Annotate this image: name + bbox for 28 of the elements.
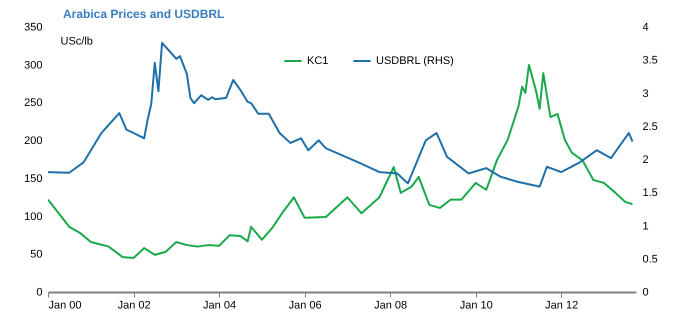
y2-tick-label: 4 [642,22,649,34]
y-tick-label: 250 [24,97,42,110]
x-tick-label: Jan 00 [48,300,82,312]
legend-label: KC1 [307,55,328,67]
y-tick-label: 200 [24,135,42,148]
y-axis-title: USc/lb [60,36,93,48]
y2-tick-label: 1.5 [642,187,658,200]
x-tick-label: Jan 04 [203,300,236,312]
y-tick-label: 50 [30,248,42,261]
y2-tick-label: 3 [642,88,649,100]
x-tick-label: Jan 02 [118,300,151,312]
y-tick-label: 150 [24,172,42,185]
x-tick-label: Jan 08 [374,300,408,312]
x-tick-label: Jan 06 [288,300,322,312]
y2-tick-label: 0.5 [642,253,658,266]
y-tick-label: 300 [24,59,42,72]
legend-label: USDBRL (RHS) [376,55,454,67]
y2-tick-label: 3.5 [642,54,658,67]
y-tick-label: 0 [36,286,42,298]
y-tick-label: 350 [24,22,42,34]
y-tick-label: 100 [24,210,42,223]
y2-tick-label: 1 [642,220,649,232]
x-tick-label: Jan 10 [460,300,493,312]
y2-tick-label: 2.5 [642,120,658,133]
chart-title: Arabica Prices and USDBRL [63,7,224,21]
y2-tick-label: 0 [642,286,649,298]
y2-tick-label: 2 [642,154,649,166]
x-tick-label: Jan 12 [545,300,578,312]
